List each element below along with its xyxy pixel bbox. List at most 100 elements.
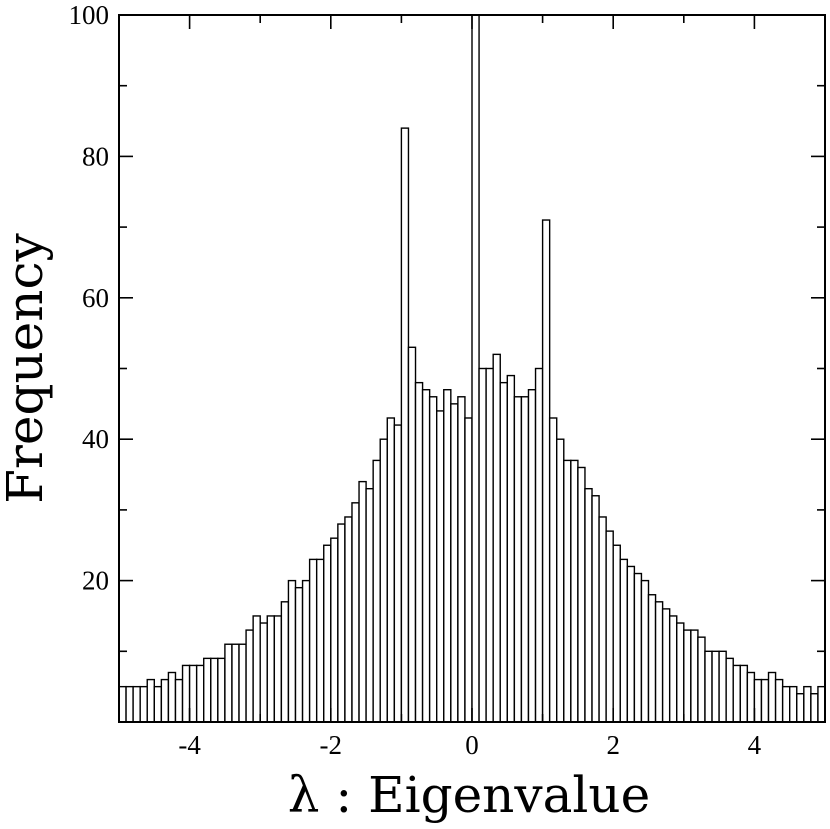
y-tick-label: 40	[82, 424, 109, 454]
histogram-bar	[464, 417, 473, 723]
histogram-bar	[337, 523, 346, 723]
histogram-bar	[407, 346, 417, 723]
histogram-bar	[160, 678, 170, 723]
histogram-bar	[605, 530, 614, 723]
histogram-bar	[181, 664, 191, 723]
histogram-bar	[541, 219, 551, 723]
histogram-bar	[570, 459, 579, 723]
histogram-bar	[598, 516, 607, 723]
histogram-bar	[287, 579, 297, 723]
histogram-bar	[315, 558, 325, 723]
histogram-bar	[633, 572, 643, 723]
histogram-bar	[478, 367, 487, 723]
y-tick-label: 80	[82, 141, 109, 171]
histogram-bar	[584, 487, 593, 723]
histogram-bar	[612, 544, 621, 723]
histogram-bar	[308, 558, 318, 723]
histogram-bar	[231, 643, 240, 723]
histogram-bar	[718, 650, 727, 723]
histogram-bar	[301, 579, 311, 723]
histogram-bar	[450, 403, 459, 723]
histogram-bar	[266, 615, 276, 723]
histogram-bar	[436, 410, 445, 723]
histogram-bar	[697, 636, 706, 723]
histogram-bar	[195, 664, 205, 723]
histogram-bar	[457, 396, 466, 723]
y-tick-label: 100	[69, 0, 110, 30]
histogram-bar	[654, 601, 664, 723]
histogram-bar	[118, 685, 127, 723]
histogram-bar	[513, 396, 523, 723]
histogram-bar	[400, 127, 410, 723]
histogram-bar	[556, 438, 565, 723]
histogram-bar	[443, 389, 452, 723]
histogram-bar	[760, 678, 770, 723]
histogram-bar	[252, 615, 261, 723]
histogram-bar	[506, 374, 516, 723]
histogram-bar	[563, 459, 572, 723]
histogram-bar	[591, 495, 600, 723]
x-tick-label: 2	[606, 730, 620, 760]
histogram-bar	[746, 671, 756, 723]
histogram-bar	[774, 678, 784, 723]
tick-group: -4 -2 0 2 4 20 40 60 80 100	[69, 0, 826, 760]
x-tick-label: -2	[320, 730, 343, 760]
histogram-bar	[358, 480, 367, 723]
histogram-bar	[217, 657, 226, 723]
histogram-bar	[146, 678, 156, 723]
histogram-bar	[534, 367, 544, 723]
histogram-bar	[330, 537, 339, 723]
bar-group	[118, 14, 826, 723]
y-tick-label: 20	[82, 566, 109, 596]
histogram-bar	[203, 657, 212, 723]
histogram-bar	[167, 671, 177, 723]
histogram-bar	[725, 657, 734, 723]
histogram-bar	[259, 622, 268, 723]
histogram-bar	[548, 417, 558, 723]
x-tick-label: -4	[178, 730, 201, 760]
plot-frame	[118, 14, 826, 723]
histogram-bar	[153, 685, 163, 723]
histogram-bar	[386, 417, 396, 723]
histogram-bar	[810, 693, 819, 723]
histogram-bar	[485, 367, 494, 723]
histogram-bar	[668, 615, 678, 723]
histogram-bar	[619, 558, 629, 723]
y-axis-label: Frequency	[0, 233, 54, 504]
histogram-bar	[428, 396, 438, 723]
histogram-bar	[125, 685, 134, 723]
histogram-bar	[527, 389, 537, 723]
histogram-bar	[732, 664, 741, 723]
histogram-bar	[781, 685, 791, 723]
histogram-bar	[690, 629, 699, 723]
histogram-bar	[739, 664, 749, 723]
histogram-bar	[577, 466, 586, 723]
histogram-bar	[132, 685, 141, 723]
x-tick-label: 0	[465, 730, 479, 760]
histogram-bar	[753, 678, 763, 723]
histogram-bar	[647, 594, 657, 723]
histogram-bar	[767, 671, 777, 723]
histogram-bar	[294, 586, 304, 723]
histogram-bar	[323, 544, 332, 723]
histogram-bar	[817, 685, 826, 723]
histogram-bar	[245, 629, 254, 723]
histogram-bar	[393, 424, 403, 723]
histogram-bar	[414, 381, 424, 723]
x-tick-label: 4	[748, 730, 762, 760]
histogram-bar	[139, 685, 148, 723]
histogram-bar	[174, 678, 184, 723]
histogram-bar	[344, 516, 353, 723]
histogram-bar	[372, 459, 381, 723]
histogram-bar	[640, 579, 650, 723]
histogram-bar	[711, 650, 720, 723]
histogram-bar	[704, 650, 713, 723]
histogram-bar	[626, 565, 636, 723]
histogram-bar	[803, 685, 812, 723]
histogram-bar	[499, 381, 508, 723]
histogram-bar	[238, 643, 247, 723]
histogram-bar	[661, 608, 671, 723]
histogram-bar	[676, 622, 685, 723]
histogram-bar	[210, 657, 219, 723]
